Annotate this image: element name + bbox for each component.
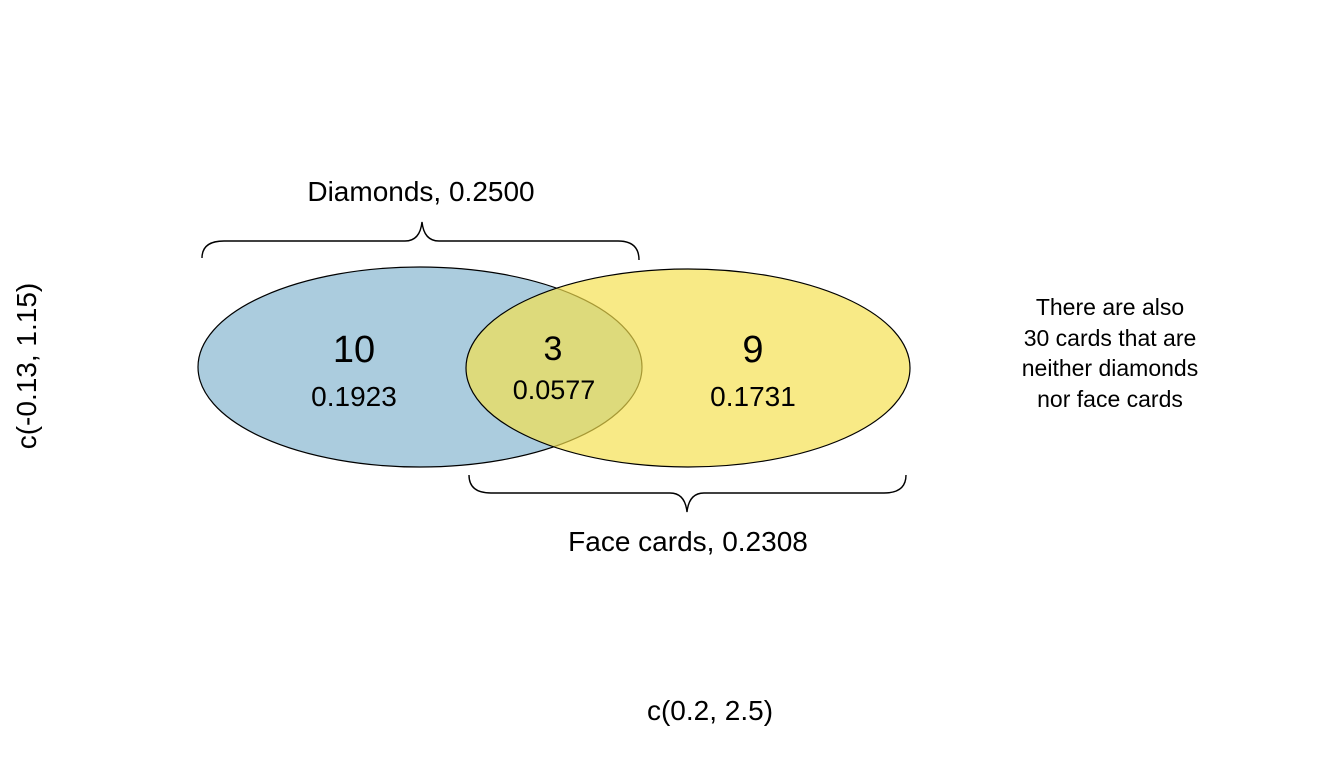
note-line: 30 cards that are xyxy=(1023,324,1197,351)
diamonds-label: Diamonds, 0.2500 xyxy=(307,176,534,207)
diamonds-brace xyxy=(201,221,640,261)
y-axis-label: c(-0.13, 1.15) xyxy=(11,283,42,450)
diamonds-only-prob: 0.1923 xyxy=(311,381,397,412)
outside-sets-note: There are also 30 cards that are neither… xyxy=(990,292,1230,414)
diamonds-only-count: 10 xyxy=(333,329,375,371)
face-cards-only-prob: 0.1731 xyxy=(710,381,796,412)
note-line: neither diamonds xyxy=(1021,355,1199,381)
overlap-count: 3 xyxy=(544,330,563,368)
note-line: nor face cards xyxy=(1037,385,1183,412)
overlap-prob: 0.0577 xyxy=(513,375,596,405)
note-line: There are also xyxy=(1035,294,1185,320)
face-cards-brace xyxy=(468,474,907,513)
face-cards-only-count: 9 xyxy=(742,329,763,371)
face-cards-label: Face cards, 0.2308 xyxy=(568,526,808,557)
face-cards-ellipse xyxy=(465,268,911,468)
x-axis-label: c(0.2, 2.5) xyxy=(647,695,773,726)
